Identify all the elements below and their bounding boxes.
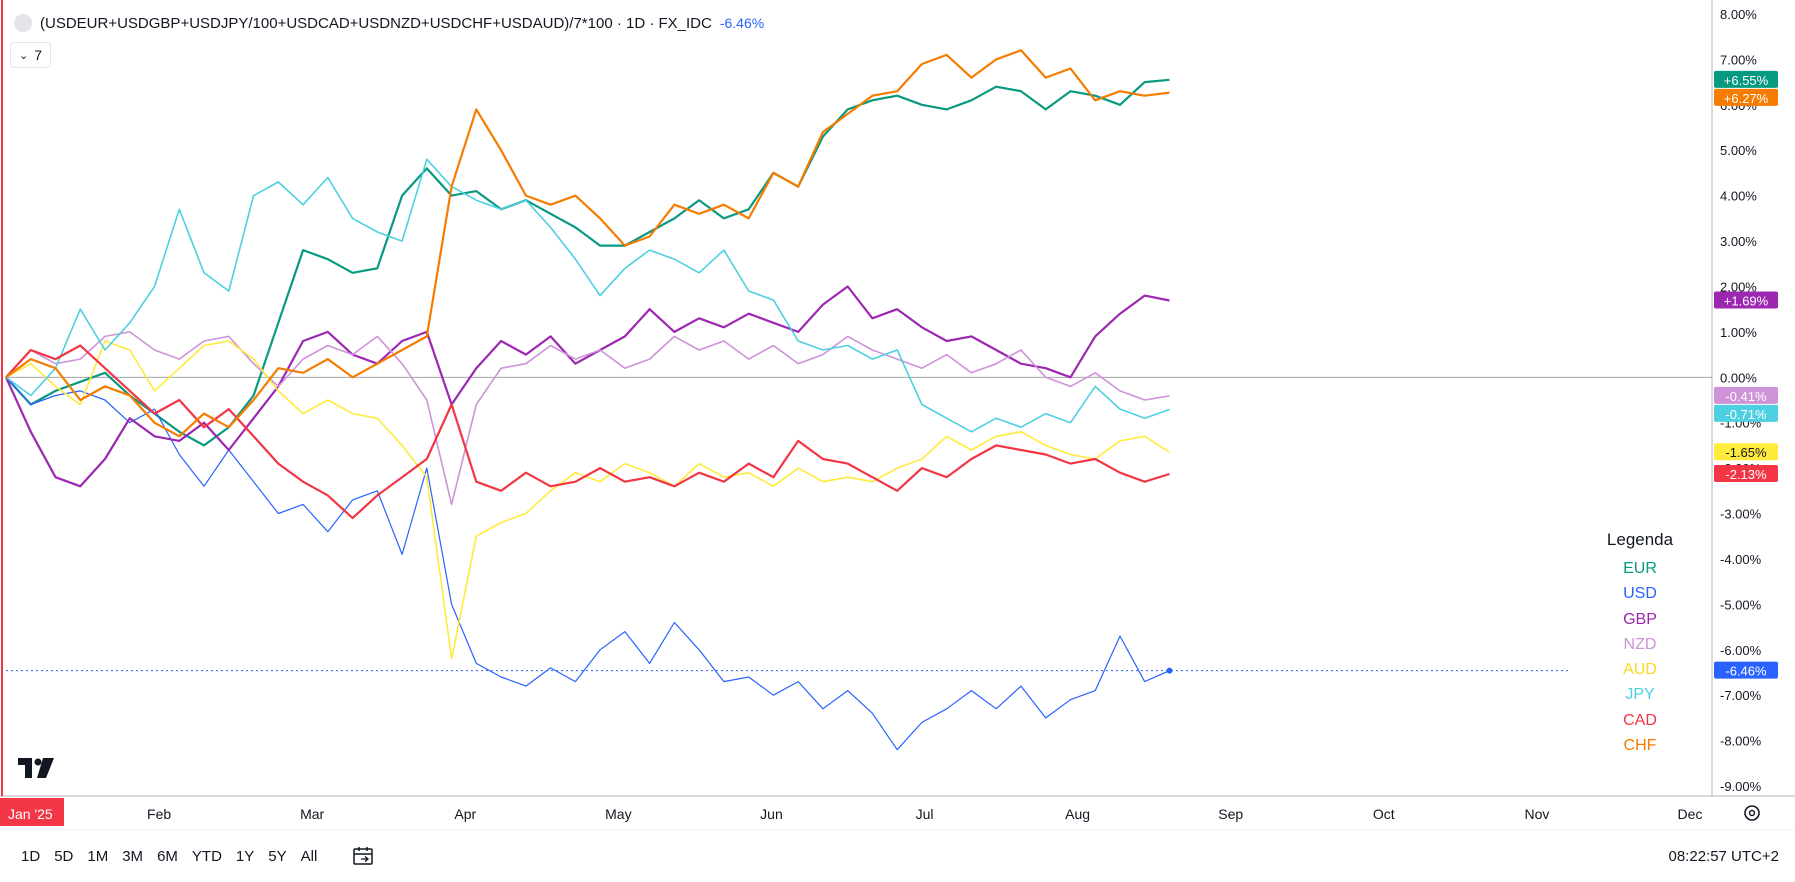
last-value-label: +6.55% <box>1724 73 1769 88</box>
legend-title: Legenda <box>1606 530 1674 549</box>
indicators-collapse-button[interactable]: ⌄ 7 <box>10 42 52 68</box>
chevron-down-icon: ⌄ <box>19 49 29 62</box>
last-value-label: -0.41% <box>1725 389 1767 404</box>
range-selector: 1D 5D 1M 3M 6M YTD 1Y 5Y All <box>14 836 374 876</box>
series-line-aud[interactable] <box>5 340 1170 660</box>
range-5d-button[interactable]: 5D <box>54 847 74 865</box>
x-tick-label: Feb <box>147 806 171 822</box>
x-tick-label: Apr <box>454 806 476 822</box>
x-tick-label: Aug <box>1065 806 1090 822</box>
legend: Legenda EUR USD GBP NZD AUD JPY CAD CHF <box>1590 530 1690 758</box>
symbol-title[interactable]: (USDEUR+USDGBP+USDJPY/100+USDCAD+USDNZD+… <box>40 14 712 32</box>
legend-item-chf: CHF <box>1623 737 1657 755</box>
last-value-badge <box>1714 465 1778 483</box>
clock[interactable]: 08:22:57 UTC+2 <box>1668 847 1780 865</box>
last-value-label: -1.65% <box>1725 445 1767 460</box>
series-line-eur[interactable] <box>5 78 1170 447</box>
last-value-label: -6.46% <box>1725 664 1767 679</box>
series-line-cad[interactable] <box>5 344 1170 520</box>
y-tick-label: -7.00% <box>1720 688 1762 703</box>
series-layer <box>4 49 1173 751</box>
x-tick-label: Dec <box>1678 806 1703 822</box>
chart-canvas[interactable]: 8.00%7.00%6.00%5.00%4.00%3.00%2.00%1.00%… <box>0 0 1795 830</box>
current-value-dot <box>1166 667 1173 674</box>
gear-icon[interactable] <box>1744 805 1760 821</box>
legend-item-eur: EUR <box>1623 560 1657 577</box>
range-6m-button[interactable]: 6M <box>157 847 178 865</box>
last-value-label: +6.27% <box>1724 91 1769 106</box>
y-tick-label: -3.00% <box>1720 507 1762 522</box>
y-tick-label: 4.00% <box>1720 189 1757 204</box>
range-1d-button[interactable]: 1D <box>21 847 41 865</box>
y-tick-label: -6.00% <box>1720 643 1762 658</box>
y-tick-label: -4.00% <box>1720 552 1762 567</box>
calendar-range-icon[interactable] <box>352 845 374 867</box>
last-value-labels: +6.55% +6.27% +1.69% -0.41% -0.71% -1.65% -2.1… <box>1714 70 1778 679</box>
y-tick-label: 8.00% <box>1720 7 1757 22</box>
range-1m-button[interactable]: 1M <box>87 847 109 865</box>
y-tick-label: 1.00% <box>1720 325 1757 340</box>
y-tick-label: -9.00% <box>1720 779 1762 794</box>
y-tick-label: 3.00% <box>1720 234 1757 249</box>
y-tick-label: -8.00% <box>1720 734 1762 749</box>
x-tick-highlight <box>0 798 64 826</box>
grid-layer <box>0 0 1795 830</box>
x-axis[interactable]: Jan '25 Feb Mar Apr May Jun Jul Aug Sep Oct Nov Dec <box>0 798 1760 826</box>
x-tick-label: Oct <box>1373 806 1395 822</box>
range-ytd-button[interactable]: YTD <box>191 847 222 865</box>
tradingview-logo-icon[interactable] <box>18 758 56 778</box>
last-value-badge <box>1714 404 1778 422</box>
x-tick-label: Mar <box>300 806 324 822</box>
last-value-badge <box>1714 386 1778 404</box>
x-tick-label: May <box>605 806 631 822</box>
symbol-change: -6.46% <box>719 15 765 31</box>
y-tick-label: 7.00% <box>1720 52 1757 67</box>
y-tick-label: 2.00% <box>1720 279 1757 294</box>
last-value-badge <box>1714 88 1778 106</box>
series-line-gbp[interactable] <box>4 285 1170 488</box>
chart-header: (USDEUR+USDGBP+USDJPY/100+USDCAD+USDNZD+… <box>14 10 764 36</box>
y-tick-label: 5.00% <box>1720 143 1757 158</box>
series-line-jpy[interactable] <box>5 158 1170 433</box>
legend-item-cad: CAD <box>1623 711 1657 729</box>
legend-item-usd: USD <box>1623 585 1657 603</box>
x-tick-label: Nov <box>1524 806 1549 822</box>
legend-item-jpy: JPY <box>1625 686 1655 704</box>
legend-item-gbp: GBP <box>1623 610 1657 628</box>
symbol-logo-icon <box>14 14 32 32</box>
range-3m-button[interactable]: 3M <box>122 847 144 865</box>
last-value-label: +1.69% <box>1724 294 1769 309</box>
range-5y-button[interactable]: 5Y <box>268 847 287 865</box>
x-tick-label: Jun <box>760 806 783 822</box>
last-value-label: -0.71% <box>1725 407 1767 422</box>
x-tick-label: Sep <box>1218 806 1243 822</box>
series-line-nzd[interactable] <box>5 331 1170 506</box>
bottom-toolbar: 1D 5D 1M 3M 6M YTD 1Y 5Y All 08:22:57 UT… <box>0 836 1795 876</box>
last-value-badge <box>1714 291 1778 309</box>
last-value-badge <box>1714 70 1778 88</box>
last-value-badge <box>1714 661 1778 679</box>
series-line-usd[interactable] <box>5 376 1170 751</box>
range-all-button[interactable]: All <box>300 847 318 865</box>
y-tick-label: 0.00% <box>1720 370 1757 385</box>
indicators-count: 7 <box>34 47 43 63</box>
range-1y-button[interactable]: 1Y <box>235 847 255 865</box>
y-tick-label: -5.00% <box>1720 597 1762 612</box>
x-tick-label: Jan '25 <box>8 806 53 822</box>
legend-item-nzd: NZD <box>1623 635 1657 653</box>
legend-item-aud: AUD <box>1623 661 1657 679</box>
last-value-badge <box>1714 443 1778 461</box>
last-value-label: -2.13% <box>1725 467 1767 482</box>
x-tick-label: Jul <box>916 806 934 822</box>
series-line-chf[interactable] <box>5 49 1170 438</box>
